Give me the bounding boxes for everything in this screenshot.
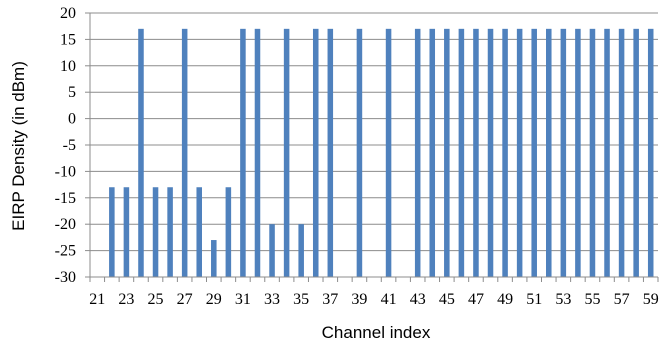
x-tick-label: 35 [293,291,309,308]
y-tick-label: -15 [55,190,76,207]
x-tick-label: 49 [497,291,513,308]
bar-channel-47 [473,28,479,278]
bar-channel-37 [327,28,334,278]
x-tick-label: 37 [322,291,338,308]
bar-channel-25 [152,187,159,277]
x-tick-label: 23 [118,291,134,308]
bar-channel-29 [211,240,217,277]
x-tick-label: 53 [555,291,571,308]
y-tick-label: 0 [68,111,76,128]
x-tick-label: 21 [89,291,105,308]
x-tick-label: 27 [177,291,193,308]
bar-channel-39 [356,28,363,278]
bar-channel-53 [560,28,567,278]
bars [109,28,654,278]
bar-channel-23 [123,187,130,277]
x-tick-label: 29 [206,291,222,308]
axes [85,12,659,282]
x-axis-label: Channel index [322,323,431,342]
bar-channel-48 [487,28,494,278]
bar-channel-26 [167,187,173,277]
x-tick-label: 51 [526,291,542,308]
y-tick-label: -30 [55,269,76,286]
bar-channel-34 [283,28,290,278]
x-tick-label: 39 [351,291,367,308]
x-tick-label: 45 [439,291,455,308]
x-tick-label: 41 [381,291,397,308]
grid-lines [90,12,658,278]
y-tick-label: 5 [68,84,76,101]
bar-channel-52 [546,28,552,278]
y-tick-label: 15 [60,31,76,48]
x-tick-label: 59 [643,291,659,308]
bar-channel-36 [312,28,319,278]
y-axis-label: EIRP Density (in dBm) [9,61,28,231]
bar-channel-32 [254,28,261,278]
bar-channel-27 [181,28,188,278]
bar-channel-28 [196,187,202,277]
bar-channel-45 [444,28,450,278]
y-tick-label: 20 [60,5,76,22]
x-tick-label: 43 [410,291,426,308]
x-tick-labels: 21 23 25 27 29 31 33 35 37 39 41 43 45 47 49 51 53 55 57 59 [89,291,658,308]
bar-channel-58 [633,28,639,278]
bar-channel-41 [385,28,392,278]
bar-channel-30 [225,187,232,277]
bar-channel-54 [575,28,581,278]
bar-channel-31 [240,28,246,278]
bar-channel-33 [269,224,275,277]
y-tick-label: 10 [60,58,76,75]
x-tick-label: 55 [584,291,600,308]
y-tick-label: -20 [55,216,76,233]
bar-channel-46 [458,28,465,278]
x-tick-label: 33 [264,291,280,308]
bar-channel-24 [138,28,144,278]
x-tick-label: 57 [614,291,630,308]
y-tick-label: -10 [55,163,76,180]
x-tick-label: 25 [148,291,164,308]
bar-channel-22 [109,187,115,277]
bar-channel-59 [647,28,654,278]
y-tick-label: -5 [63,137,76,154]
bar-channel-35 [298,224,304,277]
bar-channel-44 [429,28,436,278]
bar-channel-57 [618,28,625,278]
y-tick-label: -25 [55,243,76,260]
x-tick-label: 31 [235,291,251,308]
x-tick-label: 47 [468,291,484,308]
bar-channel-50 [516,28,523,278]
bar-channel-55 [589,28,596,278]
bar-channel-51 [531,28,537,278]
y-tick-labels: 20 15 10 5 0 -5 -10 -15 -20 -25 -30 [55,5,76,286]
bar-channel-43 [414,28,421,278]
bar-channel-49 [502,28,508,278]
bar-channel-56 [604,28,610,278]
